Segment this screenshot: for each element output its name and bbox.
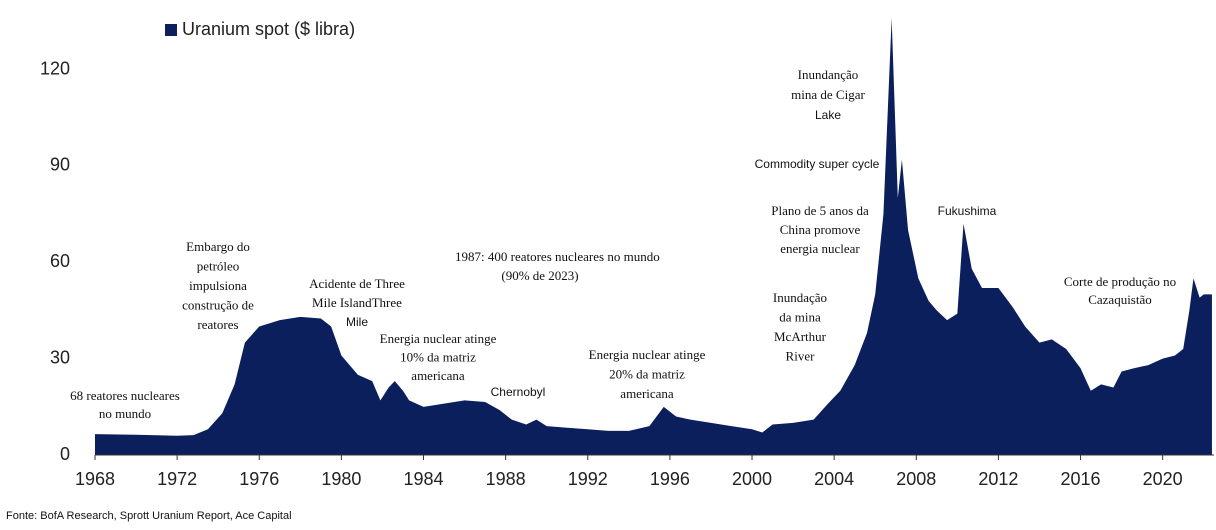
y-tick-label: 30 (50, 347, 70, 367)
annotation: (90% de 2023) (501, 268, 578, 283)
legend-label: Uranium spot ($ libra) (182, 19, 355, 39)
annotation: energia nuclear (780, 241, 860, 256)
annotation: Mile (346, 315, 368, 329)
annotation: 20% da matriz (609, 366, 685, 381)
annotation: 10% da matriz (400, 349, 476, 364)
annotation: Mile IslandThree (312, 295, 402, 310)
x-tick-label: 1988 (486, 469, 526, 489)
annotation: da mina (779, 309, 821, 324)
annotation: no mundo (99, 406, 151, 421)
legend-swatch (165, 24, 177, 36)
x-tick-label: 1992 (568, 469, 608, 489)
x-tick-label: 1996 (650, 469, 690, 489)
x-tick-label: 2004 (814, 469, 854, 489)
y-tick-label: 0 (60, 444, 70, 464)
annotation: River (786, 348, 816, 363)
annotation: Inundação (773, 290, 827, 305)
annotation: Plano de 5 anos da (771, 203, 869, 218)
annotation: Acidente de Three (309, 276, 405, 291)
annotation: impulsiona (189, 278, 247, 293)
annotation: reatores (197, 317, 238, 332)
annotation: Cazaquistão (1088, 292, 1152, 307)
annotation: Corte de produção no (1064, 274, 1176, 289)
annotation: 68 reatores nucleares (70, 388, 180, 403)
x-tick-label: 1980 (321, 469, 361, 489)
annotation: 1987: 400 reatores nucleares no mundo (455, 249, 660, 264)
annotation: Chernobyl (491, 385, 546, 399)
x-tick-label: 2020 (1143, 469, 1183, 489)
annotation: americana (620, 386, 674, 401)
x-tick-label: 2012 (978, 469, 1018, 489)
annotation: Energia nuclear atinge (589, 347, 706, 362)
area (95, 18, 1212, 456)
x-tick-label: 1968 (75, 469, 115, 489)
y-tick-label: 120 (40, 58, 70, 78)
x-tick-label: 2008 (896, 469, 936, 489)
source: Fonte: BofA Research, Sprott Uranium Rep… (6, 510, 292, 522)
annotation: mina de Cigar (791, 87, 865, 102)
x-tick-label: 2000 (732, 469, 772, 489)
annotation: McArthur (774, 329, 827, 344)
annotation: Embargo do (186, 239, 250, 254)
annotation: China promove (780, 222, 861, 237)
x-tick-label: 2016 (1061, 469, 1101, 489)
annotation: americana (411, 368, 465, 383)
annotation: construção de (182, 297, 254, 312)
y-tick-label: 90 (50, 155, 70, 175)
y-tick-label: 60 (50, 251, 70, 271)
annotation: Commodity super cycle (755, 157, 880, 171)
annotation: Fukushima (938, 204, 997, 218)
x-tick-label: 1972 (157, 469, 197, 489)
annotation: Inundanção (798, 67, 859, 82)
x-tick-label: 1976 (239, 469, 279, 489)
annotation: petróleo (197, 258, 240, 273)
annotation: Energia nuclear atinge (380, 331, 497, 346)
x-tick-label: 1984 (403, 469, 443, 489)
annotation: Lake (815, 108, 841, 122)
